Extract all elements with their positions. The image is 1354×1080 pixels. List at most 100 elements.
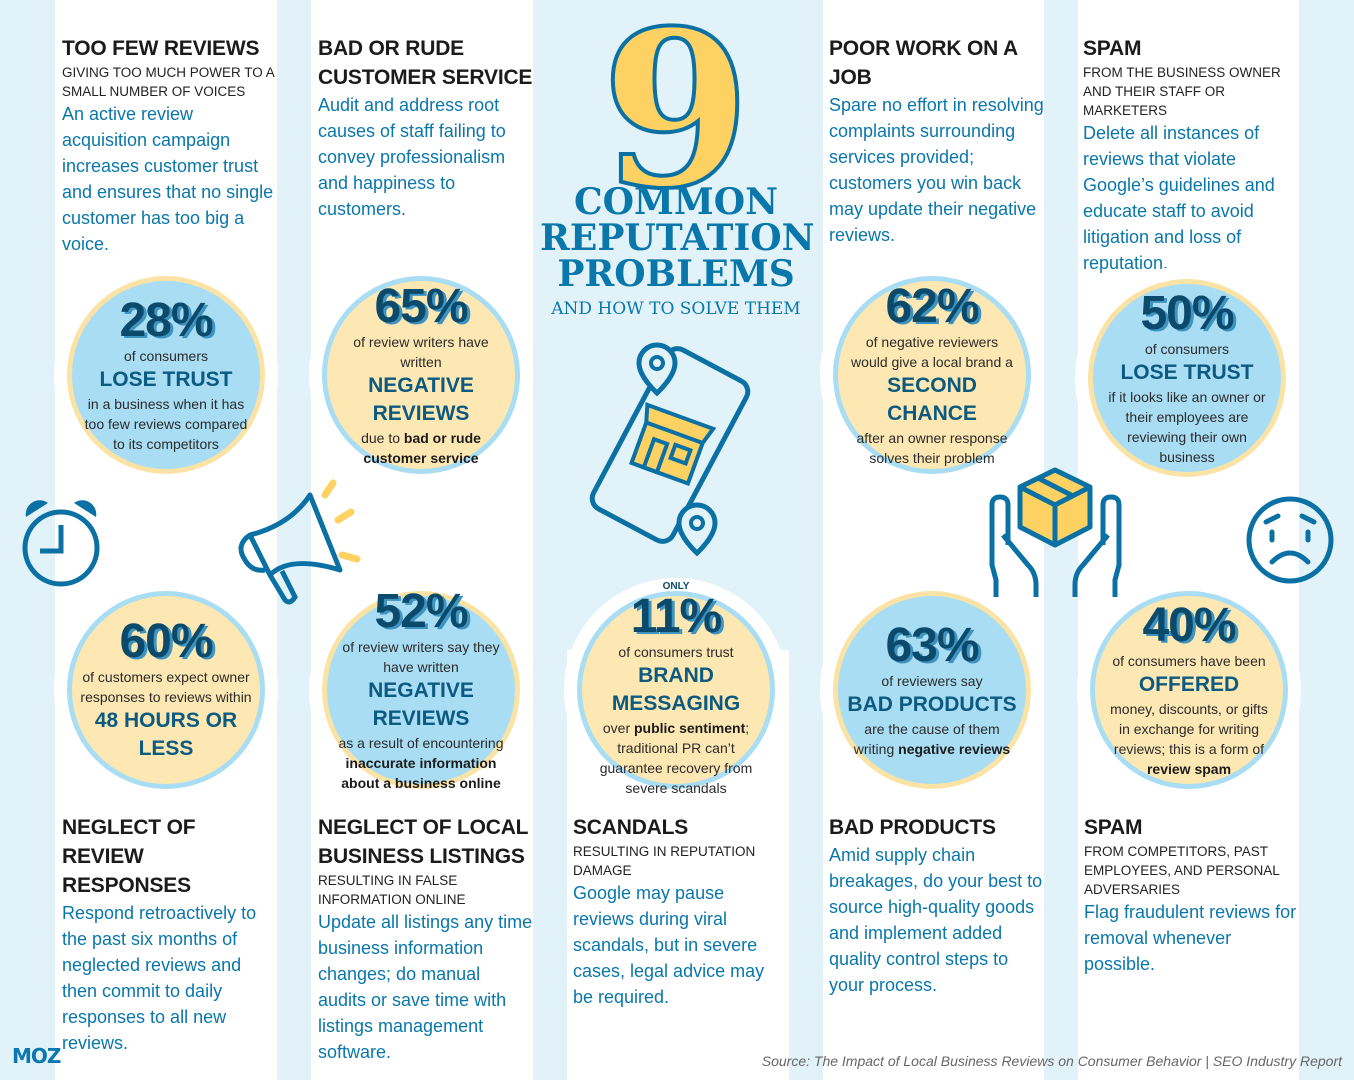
stat-percent: 11%: [630, 590, 722, 643]
problem-block: BAD PRODUCTS Amid supply chain breakages,…: [829, 813, 1044, 998]
stat-lead-text: of consumers: [1144, 341, 1230, 357]
stat-detail-segment: inaccurate information about a business …: [341, 755, 501, 791]
problem-subheading: RESULTING IN REPUTATION DAMAGE: [573, 844, 756, 878]
problem-subheading: FROM COMPETITORS, PAST EMPLOYEES, AND PE…: [1084, 844, 1280, 897]
stat-highlight: SECOND CHANCE: [887, 374, 977, 425]
stat-circle: 60% of customers expect owner responses t…: [67, 591, 265, 789]
stat-detail-segment: public sentiment: [634, 720, 746, 736]
stat-circle: 50% of consumers LOSE TRUST if it looks lik…: [1088, 279, 1286, 477]
stat-detail-segment: are the cause of them writing: [853, 721, 1000, 757]
problem-heading: SCANDALS: [573, 816, 689, 839]
big-number-nine: 9: [599, 0, 753, 236]
stat-lead-text: of reviewers say: [881, 673, 983, 689]
problem-solution: Delete all instances of reviews that vio…: [1083, 123, 1275, 273]
stat-percent: 28%: [119, 294, 213, 347]
problem-heading: POOR WORK ON A JOB: [829, 37, 1018, 89]
problem-solution: Audit and address root causes of staff f…: [318, 95, 506, 219]
problem-subheading: GIVING TOO MUCH POWER TO A SMALL NUMBER …: [62, 65, 275, 99]
stat-circle: 52% of review writers say they have writt…: [322, 587, 520, 791]
stat-circle: 40% of consumers have been OFFERED money, d…: [1090, 591, 1288, 789]
stat-detail: after an owner response solves their pro…: [846, 428, 1018, 468]
stat-detail: money, discounts, or gifts in exchange f…: [1103, 699, 1275, 779]
stat-detail-segment: negative reviews: [898, 741, 1011, 757]
problem-block: TOO FEW REVIEWS GIVING TOO MUCH POWER TO …: [62, 34, 277, 257]
problem-solution: Amid supply chain breakages, do your bes…: [829, 845, 1043, 995]
stat-highlight: 48 HOURS OR LESS: [94, 709, 238, 760]
stat-detail: as a result of encountering inaccurate i…: [335, 733, 507, 793]
stat-detail: in a business when it has too few review…: [80, 394, 252, 454]
stat-lead-text: of customers expect owner responses to r…: [80, 669, 252, 705]
stat-detail-segment: review spam: [1146, 761, 1232, 777]
problem-block: SCANDALS RESULTING IN REPUTATION DAMAGE Go…: [573, 813, 788, 1010]
stat-detail-segment: money, discounts, or gifts in exchange f…: [1110, 701, 1268, 757]
stat-percent: 40%: [1142, 599, 1236, 652]
stat-detail-segment: as a result of encountering: [338, 735, 504, 751]
stat-detail-segment: bad or rude customer service: [363, 430, 481, 466]
stat-highlight: NEGATIVE REVIEWS: [368, 374, 474, 425]
problem-subheading: RESULTING IN FALSE INFORMATION ONLINE: [318, 873, 466, 907]
stat-circle: 63% of reviewers say BAD PRODUCTS are the c…: [833, 591, 1031, 789]
stat-percent: 63%: [885, 619, 979, 672]
stat-detail-segment: if it looks like an owner or their emplo…: [1108, 389, 1266, 465]
problem-heading: NEGLECT OF LOCAL BUSINESS LISTINGS: [318, 816, 528, 868]
stat-highlight: BRAND MESSAGING: [611, 664, 741, 715]
stat-highlight: LOSE TRUST: [1120, 361, 1254, 384]
stat-detail: are the cause of them writing negative r…: [846, 719, 1018, 759]
page-title: COMMON REPUTATION PROBLEMS: [540, 181, 815, 292]
problem-heading: TOO FEW REVIEWS: [62, 37, 260, 60]
stat-detail: over public sentiment; traditional PR ca…: [590, 718, 762, 798]
stat-detail-segment: after an owner response solves their pro…: [856, 430, 1008, 466]
stat-highlight: BAD PRODUCTS: [847, 693, 1017, 716]
problem-block: NEGLECT OF LOCAL BUSINESS LISTINGS RESULT…: [318, 813, 533, 1065]
stat-detail-segment: ; traditional PR can’t guarantee recover…: [599, 720, 753, 796]
problem-subheading: FROM THE BUSINESS OWNER AND THEIR STAFF …: [1083, 65, 1281, 118]
stat-circle: 62% of negative reviewers would give a lo…: [833, 276, 1031, 474]
stat-detail: if it looks like an owner or their emplo…: [1101, 387, 1273, 467]
hands-holding-box-icon: [989, 467, 1122, 597]
problem-heading: BAD PRODUCTS: [829, 816, 996, 839]
stat-circle: 65% of review writers have written NEGATIV…: [322, 276, 520, 474]
problem-block: BAD OR RUDE CUSTOMER SERVICE Audit and ad…: [318, 34, 533, 222]
problem-heading: NEGLECT OF REVIEW RESPONSES: [62, 816, 196, 897]
title-line: REPUTATION: [540, 217, 815, 259]
page-subtitle: AND HOW TO SOLVE THEM: [551, 299, 801, 319]
stat-percent: 52%: [374, 585, 468, 638]
problem-solution: Update all listings any time business in…: [318, 912, 533, 1062]
problem-block: SPAM FROM COMPETITORS, PAST EMPLOYEES, AN…: [1084, 813, 1299, 977]
source-citation: Source: The Impact of Local Business Rev…: [761, 1053, 1342, 1069]
stat-highlight: OFFERED: [1138, 673, 1240, 696]
problem-solution: Google may pause reviews during viral sc…: [573, 883, 765, 1007]
column-2: [311, 0, 533, 1080]
stat-percent: 60%: [119, 615, 213, 668]
stat-lead-text: of consumers have been: [1112, 653, 1266, 669]
stat-lead-text: of negative reviewers would give a local…: [851, 334, 1013, 370]
stat-lead-text: of consumers trust: [618, 644, 734, 660]
problem-heading: SPAM: [1083, 37, 1142, 60]
problem-solution: Flag fraudulent reviews for removal when…: [1084, 902, 1297, 974]
problem-heading: SPAM: [1084, 816, 1143, 839]
title-line: COMMON: [574, 181, 778, 223]
stat-detail: due to bad or rude customer service: [335, 428, 507, 468]
column-1: [55, 0, 277, 1080]
problem-solution: An active review acquisition campaign in…: [62, 104, 274, 254]
alarm-clock-icon: [22, 500, 100, 587]
stat-lead-text: of review writers have written: [353, 334, 489, 370]
stat-circle: ONLY 11% of consumers trust BRAND MESSAGING…: [577, 582, 775, 796]
problem-heading: BAD OR RUDE CUSTOMER SERVICE: [318, 37, 533, 89]
stat-prefix: ONLY: [662, 581, 690, 592]
stat-lead-text: of review writers say they have written: [342, 639, 500, 675]
stat-percent: 65%: [374, 280, 468, 333]
stat-detail-segment: in a business when it has too few review…: [84, 396, 248, 452]
problem-solution: Spare no effort in resolving complaints …: [829, 95, 1044, 245]
problem-solution: Respond retroactively to the past six mo…: [62, 903, 257, 1053]
megaphone-icon: [238, 479, 361, 605]
stat-circle: 28% of consumers LOSE TRUST in a business w…: [67, 276, 265, 474]
phone-store-location-icon: [589, 342, 751, 557]
problem-block: SPAM FROM THE BUSINESS OWNER AND THEIR ST…: [1083, 34, 1298, 276]
moz-logo: MOZ: [12, 1044, 61, 1068]
problem-block: POOR WORK ON A JOB Spare no effort in res…: [829, 34, 1044, 248]
stat-highlight: LOSE TRUST: [99, 368, 233, 391]
stat-percent: 50%: [1140, 287, 1234, 340]
sad-face-icon: [1246, 496, 1334, 584]
stat-percent: 62%: [885, 280, 979, 333]
